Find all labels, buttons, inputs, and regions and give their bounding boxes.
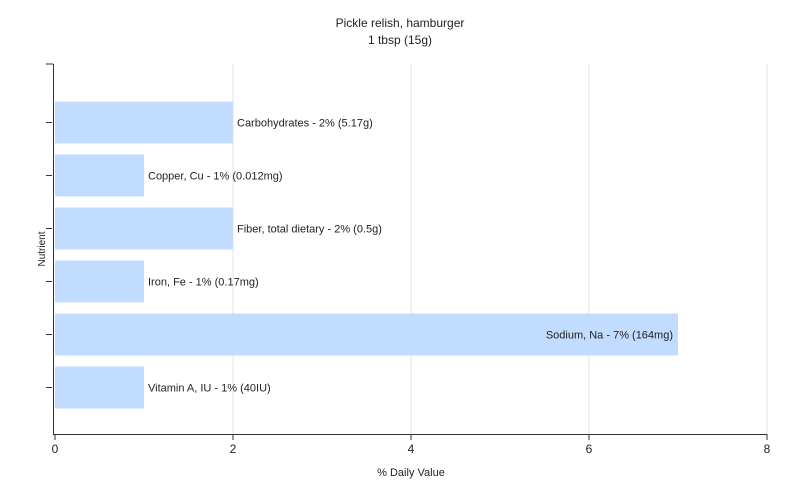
x-tick-label: 8 bbox=[764, 442, 771, 456]
bar bbox=[55, 101, 233, 144]
bar bbox=[55, 313, 678, 356]
bar-label: Iron, Fe - 1% (0.17mg) bbox=[148, 277, 259, 289]
y-axis-label: Nutrient bbox=[37, 231, 48, 266]
x-axis-label: % Daily Value bbox=[377, 467, 445, 479]
axes: 0 2 4 6 8 bbox=[46, 63, 771, 456]
bar-label: Vitamin A, IU - 1% (40IU) bbox=[148, 383, 271, 395]
x-tick-label: 0 bbox=[52, 442, 59, 456]
x-tick-label: 6 bbox=[586, 442, 593, 456]
bar bbox=[55, 154, 144, 197]
bar-label: Carbohydrates - 2% (5.17g) bbox=[237, 118, 373, 130]
chart-title: Pickle relish, hamburger bbox=[335, 16, 465, 30]
bar-label: Sodium, Na - 7% (164mg) bbox=[546, 330, 673, 342]
bar-group: Carbohydrates - 2% (5.17g) Copper, Cu - 1… bbox=[55, 101, 678, 409]
bar bbox=[55, 366, 144, 409]
bar-label: Fiber, total dietary - 2% (0.5g) bbox=[237, 224, 382, 236]
bar-label: Copper, Cu - 1% (0.012mg) bbox=[148, 171, 283, 183]
bar bbox=[55, 260, 144, 303]
chart-subtitle: 1 tbsp (15g) bbox=[367, 33, 433, 47]
bar bbox=[55, 207, 233, 250]
x-tick-label: 2 bbox=[230, 442, 237, 456]
x-tick-label: 4 bbox=[408, 442, 415, 456]
